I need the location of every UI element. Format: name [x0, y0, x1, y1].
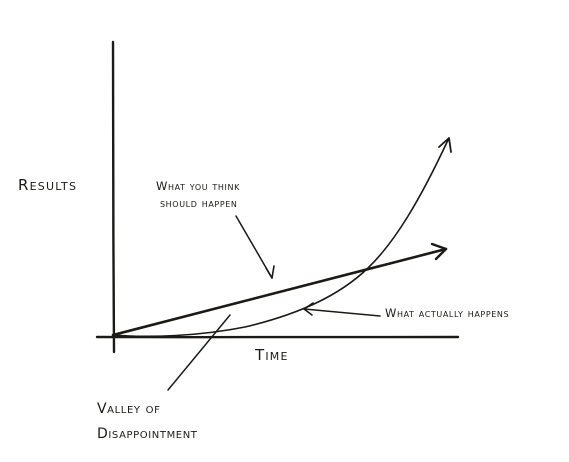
y-axis-label: Results — [18, 176, 78, 194]
expected-pointer-arrowhead — [265, 265, 275, 279]
valley-annotation-line-2: Disappointment — [97, 426, 198, 442]
actual-pointer-arrow — [303, 308, 381, 317]
valley-annotation: Valley of Disappointment — [97, 397, 198, 447]
expected-growth-line — [111, 247, 448, 337]
valley-annotation-line-1: Valley of — [97, 401, 161, 417]
expected-growth-arrowhead — [430, 242, 448, 261]
actual-pointer-arrowhead — [303, 302, 314, 316]
expected-annotation: What you think should happen — [156, 178, 240, 212]
expected-annotation-line-2: should happen — [160, 196, 238, 210]
expected-annotation-line-1: What you think — [156, 179, 240, 193]
actual-annotation: What actually happens — [385, 306, 510, 320]
actual-growth-arrowhead — [438, 137, 452, 153]
x-axis-label: Time — [255, 346, 289, 364]
y-axis — [111, 40, 116, 354]
valley-pointer-line — [167, 314, 231, 391]
actual-growth-curve — [112, 139, 449, 338]
